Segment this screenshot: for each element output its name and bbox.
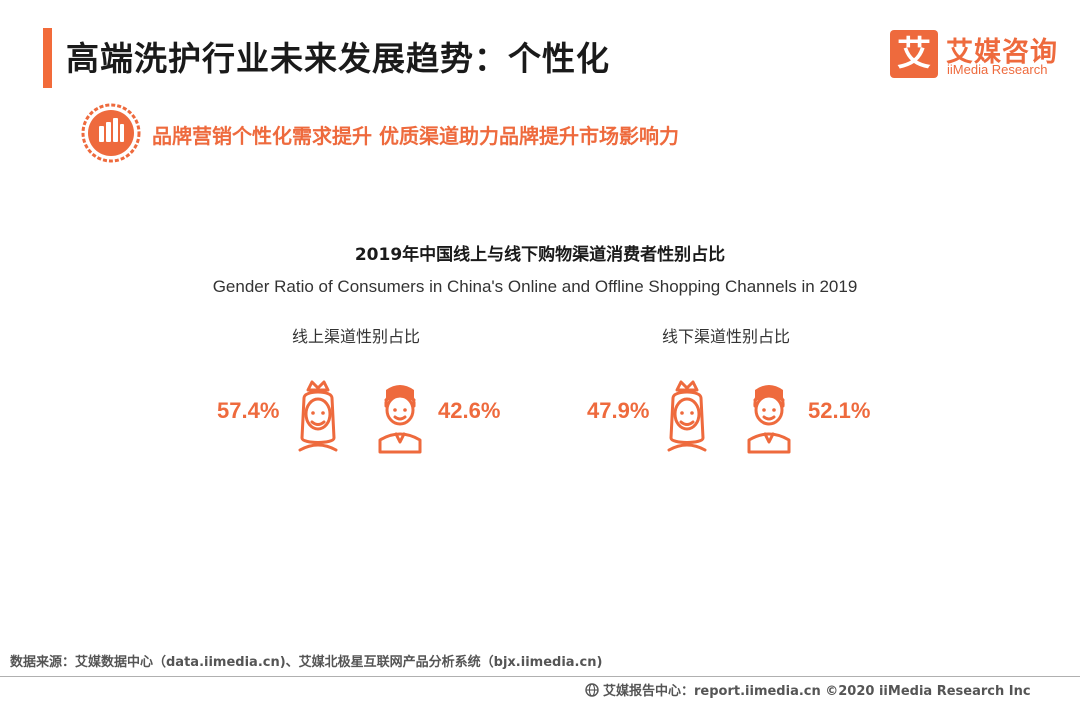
- woman-crown-icon: [667, 380, 707, 452]
- brand-logo: 艾 艾媒咨询 iiMedia Research: [890, 30, 1070, 82]
- chart-title: 2019年中国线上与线下购物渠道消费者性别占比: [354, 245, 726, 265]
- woman-crown-icon: [298, 380, 338, 452]
- man-tie-icon: [747, 385, 791, 454]
- online-female-value: 57.4%: [217, 398, 280, 423]
- logo-chinese-name: 艾媒咨询: [946, 37, 1058, 68]
- page-title: 高端洗护行业未来发展趋势：个性化: [66, 39, 610, 78]
- offline-male-value: 52.1%: [808, 398, 871, 423]
- logo-english-name: iiMedia Research: [947, 62, 1048, 77]
- online-male-value: 42.6%: [438, 398, 501, 423]
- offline-female-value: 47.9%: [587, 398, 650, 423]
- man-tie-icon: [378, 385, 422, 454]
- footer-brand: 艾媒报告中心：report.iimedia.cn ©2020 iiMedia R…: [585, 680, 1031, 699]
- footer-divider: [0, 676, 1080, 677]
- panel-label-offline: 线下渠道性别占比: [661, 327, 790, 346]
- footer-brand-text: 艾媒报告中心：report.iimedia.cn ©2020 iiMedia R…: [603, 684, 1031, 699]
- chart-subtitle: Gender Ratio of Consumers in China's Onl…: [212, 277, 858, 296]
- logo-mark-icon: 艾: [890, 30, 938, 78]
- title-accent-bar: [43, 28, 52, 88]
- footer-source: 数据来源：艾媒数据中心（data.iimedia.cn)、艾媒北极星互联网产品分…: [10, 655, 603, 670]
- panel-label-online: 线上渠道性别占比: [291, 327, 420, 346]
- bars-badge-icon: [81, 103, 141, 163]
- globe-icon: [585, 683, 599, 697]
- section-subtitle: 品牌营销个性化需求提升 优质渠道助力品牌提升市场影响力: [152, 124, 679, 148]
